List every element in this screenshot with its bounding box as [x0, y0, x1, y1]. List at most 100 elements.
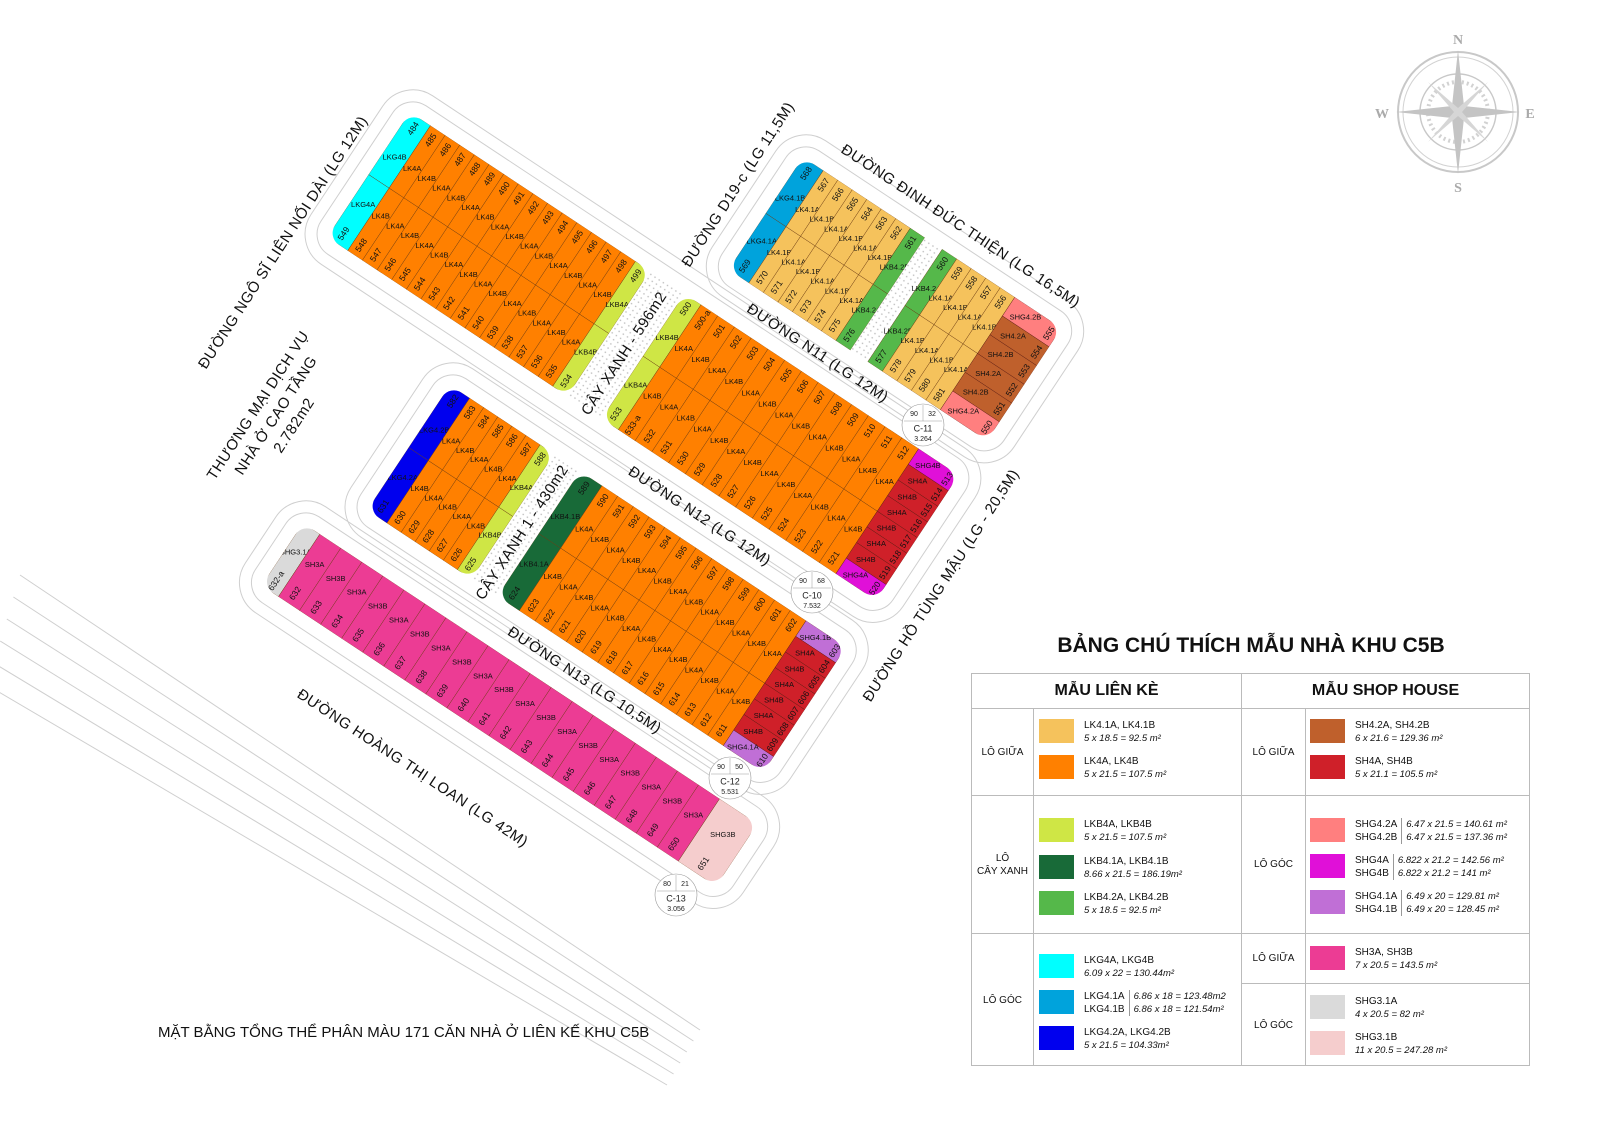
- lot-type-label: LKB4A: [624, 380, 647, 389]
- lot-type-label: LK4A: [660, 403, 678, 412]
- lot-type-label: SH3B: [578, 741, 598, 750]
- legend-name: SHG3.1A: [1355, 996, 1398, 1007]
- lot-type-label: LKB4B: [478, 531, 501, 540]
- compass-n: N: [1453, 33, 1463, 48]
- road-edge: [344, 362, 869, 795]
- legend-name: LK4.1A, LK4.1B: [1084, 720, 1156, 731]
- road-edge: [717, 146, 1073, 452]
- lot-type-label: LK4A: [562, 338, 580, 347]
- legend-name: SHG4B: [1355, 868, 1389, 879]
- lot-type-label: LK4A: [453, 512, 471, 521]
- legend-dim: 11 x 20.5 = 247.28 m²: [1355, 1045, 1447, 1056]
- lot-type-label: LK4B: [372, 212, 390, 221]
- legend-item-sh42: SH4.2A, SH4.2B 6 x 21.6 = 129.36 m²: [1310, 719, 1442, 745]
- legend-cat-shop-corner: LÔ GÓC: [1254, 859, 1293, 870]
- lot-type-label: LK4B: [701, 676, 719, 685]
- divider: [972, 933, 1241, 934]
- marker-a: 80: [663, 881, 671, 888]
- lot-type-label: LK4B: [410, 484, 428, 493]
- lot-type-label: LK4A: [763, 649, 781, 658]
- lot-type-label: SHG4A: [843, 570, 868, 579]
- legend-name: LKG4.1A: [1084, 991, 1125, 1002]
- swatch-lkg4: [1039, 954, 1074, 978]
- legend-name: SHG3.1B: [1355, 1032, 1398, 1043]
- marker-a: 90: [799, 578, 807, 585]
- lot-type-label: LK4A: [622, 624, 640, 633]
- lot-type-label: LK4A: [415, 241, 433, 250]
- lot-type-label: LK4B: [825, 444, 843, 453]
- lot-type-label: LK4B: [685, 597, 703, 606]
- lot-type-label: LK4B: [654, 577, 672, 586]
- legend-name: SHG4.1A: [1355, 891, 1398, 902]
- legend-dim: 5 x 21.1 = 105.5 m²: [1355, 769, 1438, 780]
- marker-id: C-10: [802, 590, 822, 600]
- lot-type-label: LK4B: [716, 618, 734, 627]
- lot-type-label: LKG4B: [382, 153, 406, 162]
- swatch-sh42: [1310, 719, 1345, 743]
- lot-type-label: LK4A: [474, 280, 492, 289]
- lot-type-label: LK4.1A: [810, 277, 835, 286]
- lot-type-label: LK4B: [725, 377, 743, 386]
- lot-type-label: LK4A: [591, 603, 609, 612]
- lot-type-label: LK4A: [701, 608, 719, 617]
- legend-dim: 5 x 21.5 = 107.5 m²: [1084, 832, 1167, 843]
- lot-type-label: SH3A: [389, 616, 409, 625]
- compass-e: E: [1525, 107, 1534, 122]
- lot-type-label: LK4A: [742, 388, 760, 397]
- legend-name: SHG4.2A: [1355, 819, 1398, 830]
- marker-a: 90: [717, 764, 725, 771]
- block-markers: 90 68 C-10 7.532 90 32 C-11 3.264 90 50 C-12 5.531 8…: [654, 403, 945, 917]
- legend-cat-corner: LÔ GÓC: [983, 994, 1022, 1006]
- lot-type-label: LK4.1A: [915, 346, 940, 355]
- legend-dim: 6.49 x 20 = 129.81 m²: [1406, 891, 1499, 902]
- lot-type-label: LK4A: [716, 686, 734, 695]
- lot-type-label: LK4.1B: [796, 267, 821, 276]
- lot-type-label: LK4B: [710, 436, 728, 445]
- lot-type-label: LK4.1A: [958, 313, 983, 322]
- legend-dim: 6.86 x 18 = 121.54m²: [1133, 1004, 1224, 1015]
- road-edge: [0, 692, 668, 1086]
- lot-type-label: LK4B: [401, 231, 419, 240]
- lot-type-label: SH4A: [887, 508, 907, 517]
- green-gap: [850, 293, 906, 362]
- marker-id: C-12: [720, 776, 740, 786]
- lot-type-label: LK4A: [559, 583, 577, 592]
- lot-type-label: LK4B: [638, 634, 656, 643]
- legend-name: SH4A, SH4B: [1355, 756, 1413, 767]
- lot-type-label: LK4B: [447, 193, 465, 202]
- legend-name: LK4A, LK4B: [1084, 756, 1139, 767]
- lot-type-label: SH3B: [620, 769, 640, 778]
- lot-type-label: LK4B: [744, 458, 762, 467]
- lot-type-label: LKG4.2A: [388, 473, 418, 482]
- swatch-shg42: [1310, 818, 1345, 842]
- lot-type-label: SH3B: [368, 602, 388, 611]
- lot-type-label: SH3B: [410, 629, 430, 638]
- lot-type-label: LK4B: [439, 503, 457, 512]
- lot-blocks: 484LKG4B485LK4A486LK4B487LK4A488LK4B489L…: [261, 112, 1062, 887]
- lot-type-label: LKB4A: [510, 483, 533, 492]
- lot-type-label: LKB4.2B: [883, 327, 913, 336]
- lot-type-label: SHG4B: [915, 461, 940, 470]
- legend-dim: 6.47 x 21.5 = 137.36 m²: [1406, 832, 1507, 843]
- lot-type-label: LKB4.1A: [519, 560, 549, 569]
- road-edge: [6, 618, 688, 1053]
- lot-type-label: LK4B: [606, 614, 624, 623]
- lot-type-label: LK4A: [675, 344, 693, 353]
- lot-type-label: LK4B: [593, 290, 611, 299]
- lot-type-label: LK4.1B: [810, 215, 835, 224]
- green-area-596: [567, 270, 685, 419]
- lot-type-label: SHG4.2A: [947, 406, 979, 415]
- legend-item-lkb42: LKB4.2A, LKB4.2B 5 x 18.5 = 92.5 m²: [1039, 891, 1169, 917]
- road-edge: [238, 500, 781, 909]
- lot-type-label: LK4A: [685, 666, 703, 675]
- legend-name: SH4.2A, SH4.2B: [1355, 720, 1430, 731]
- lot-type-label: LK4A: [575, 525, 593, 534]
- lot-type-label: LK4B: [622, 556, 640, 565]
- legend-dim: 5 x 21.5 = 107.5 m²: [1084, 769, 1167, 780]
- lot-type-label: LK4A: [732, 628, 750, 637]
- lot-type-label: LK4B: [669, 655, 687, 664]
- lot-type-label: LKB4.2A: [851, 306, 881, 315]
- block-F: 632-aSHG3.1A632SH3A633SH3B634SH3A635SH3B…: [261, 523, 758, 887]
- lot-type-label: LK4A: [842, 455, 860, 464]
- lot-type-label: LK4A: [708, 366, 726, 375]
